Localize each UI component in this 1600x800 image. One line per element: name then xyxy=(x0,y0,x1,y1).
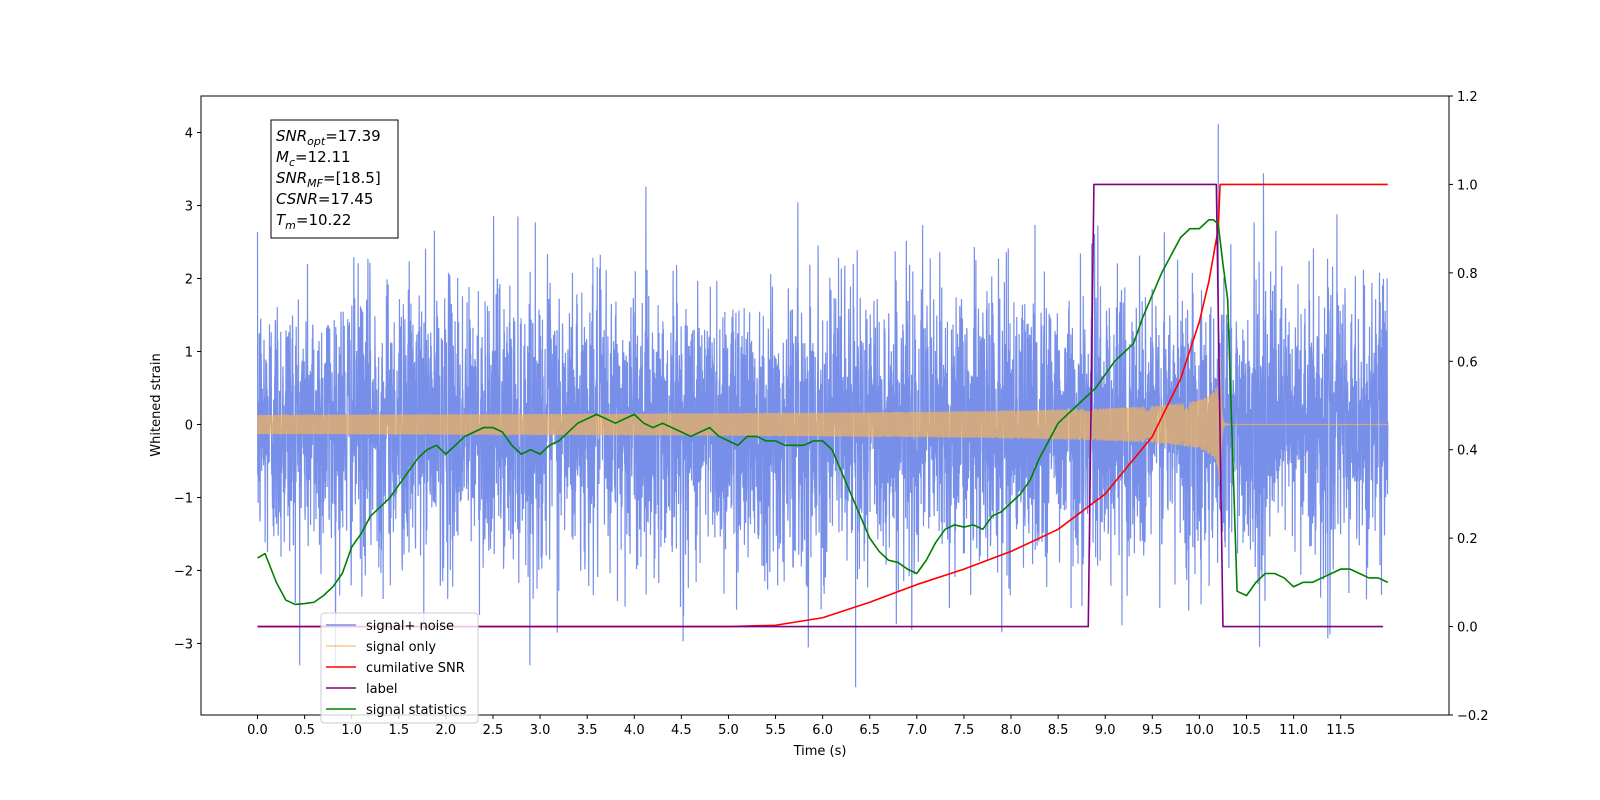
y-tick-label: 1 xyxy=(185,345,193,360)
y-tick-label: 4 xyxy=(185,126,193,141)
x-tick-label: 8.5 xyxy=(1048,723,1069,738)
series-signal-only xyxy=(256,356,1388,486)
series-layer xyxy=(256,123,1389,688)
x-tick-label: 3.0 xyxy=(530,723,551,738)
x-tick-label: 6.0 xyxy=(812,723,833,738)
y-tick-label: −2 xyxy=(174,564,193,579)
legend: signal+ noise signal only cumilative SNR la… xyxy=(320,612,479,724)
annotation-box: SNRopt=17.39Mc=12.11SNRMF=[18.5]CSNR=17.… xyxy=(270,119,399,239)
x-tick-label: 7.0 xyxy=(906,723,927,738)
x-tick-label: 6.5 xyxy=(859,723,880,738)
y2-tick-label: 0.8 xyxy=(1457,267,1478,282)
y2-tick-label: 0.4 xyxy=(1457,444,1478,459)
y-tick-label: 2 xyxy=(185,272,193,287)
plot-frame xyxy=(200,95,1450,716)
x-axis-title: Time (s) xyxy=(793,744,847,759)
y-axis-right: −0.2 0.0 0.2 0.4 0.6 0.8 1.0 1.2 xyxy=(1449,90,1489,724)
y-tick-label: −1 xyxy=(174,491,193,506)
y2-tick-label: 0.0 xyxy=(1457,621,1478,636)
x-tick-label: 2.5 xyxy=(483,723,504,738)
x-tick-label: 5.5 xyxy=(765,723,786,738)
x-tick-label: 8.0 xyxy=(1001,723,1022,738)
x-tick-label: 9.0 xyxy=(1095,723,1116,738)
annotation-line: CSNR=17.45 xyxy=(276,190,373,208)
x-tick-label: 3.5 xyxy=(577,723,598,738)
y-tick-label: 3 xyxy=(185,199,193,214)
legend-label: cumilative SNR xyxy=(366,661,465,676)
annotation-line: SNRMF=[18.5] xyxy=(276,169,381,190)
y2-tick-label: 1.0 xyxy=(1457,178,1478,193)
x-tick-label: 4.5 xyxy=(671,723,692,738)
y-tick-label: −3 xyxy=(174,637,193,652)
x-tick-label: 2.0 xyxy=(436,723,457,738)
x-tick-label: 5.0 xyxy=(718,723,739,738)
y2-tick-label: 1.2 xyxy=(1457,90,1478,105)
annotation-frame xyxy=(270,119,399,239)
annotation-line: SNRopt=17.39 xyxy=(276,127,381,148)
y2-tick-label: 0.6 xyxy=(1457,355,1478,370)
legend-label: signal only xyxy=(366,640,436,655)
x-tick-label: 7.5 xyxy=(954,723,975,738)
x-tick-label: 11.0 xyxy=(1279,723,1308,738)
x-axis: 0.0 0.5 1.0 1.5 2.0 2.5 3.0 3.5 4.0 4.5 5.0 5.5 6.0 6… xyxy=(247,715,1355,738)
legend-label: signal statistics xyxy=(366,703,467,718)
x-tick-label: 1.0 xyxy=(341,723,362,738)
annotation-line: Tm=10.22 xyxy=(276,211,351,232)
series-label xyxy=(257,183,1384,628)
legend-label: label xyxy=(366,682,397,697)
y2-tick-label: 0.2 xyxy=(1457,532,1478,547)
x-tick-label: 0.0 xyxy=(247,723,268,738)
y-axis-left: −3 −2 −1 0 1 2 3 4 xyxy=(174,126,201,652)
series-signal-statistics xyxy=(257,219,1389,606)
x-tick-label: 4.0 xyxy=(624,723,645,738)
x-tick-label: 0.5 xyxy=(294,723,315,738)
x-tick-label: 10.5 xyxy=(1232,723,1261,738)
series-cumulative-snr xyxy=(257,183,1388,628)
x-tick-label: 10.0 xyxy=(1185,723,1214,738)
y-tick-label: 0 xyxy=(185,418,193,433)
annotation-line: Mc=12.11 xyxy=(276,148,351,169)
legend-frame xyxy=(320,612,479,724)
x-tick-label: 1.5 xyxy=(388,723,409,738)
x-tick-label: 9.5 xyxy=(1142,723,1163,738)
y-axis-title: Whitened strain xyxy=(149,353,164,456)
y2-tick-label: −0.2 xyxy=(1457,709,1489,724)
x-tick-label: 11.5 xyxy=(1326,723,1355,738)
legend-label: signal+ noise xyxy=(366,619,454,634)
